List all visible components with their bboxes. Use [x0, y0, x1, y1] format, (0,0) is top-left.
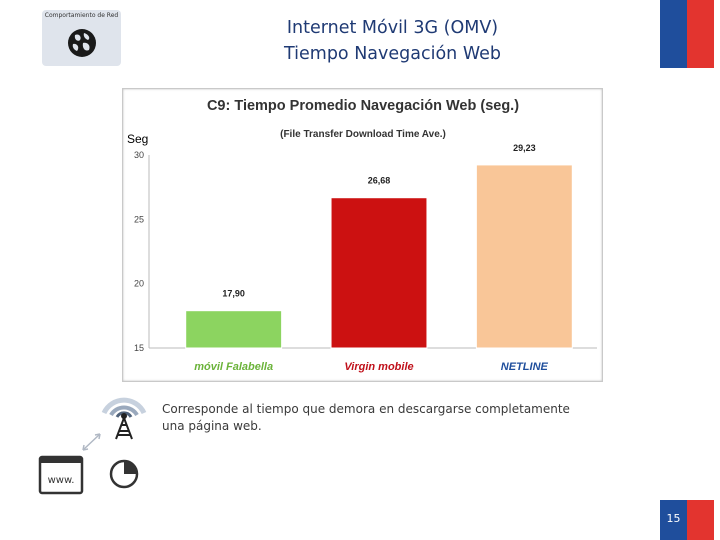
page-title-line2: Tiempo Navegación Web: [284, 44, 501, 64]
bar-value-label: 26,68: [368, 176, 391, 186]
section-badge: Comportamiento de Red: [42, 10, 121, 66]
description-text: Corresponde al tiempo que demora en desc…: [162, 402, 570, 433]
globe-icon: [68, 29, 96, 57]
category-label: NETLINE: [501, 361, 549, 373]
page-title: Internet Móvil 3G (OMV) Tiempo Navegació…: [200, 15, 585, 67]
chart-subtitle: (File Transfer Download Time Ave.): [280, 129, 446, 140]
chart-panel: C9: Tiempo Promedio Navegación Web (seg.…: [122, 88, 603, 382]
y-tick-label: 20: [134, 279, 144, 289]
bar-value-label: 17,90: [222, 289, 245, 299]
badge-label: Comportamiento de Red: [44, 12, 119, 19]
bar-chart: C9: Tiempo Promedio Navegación Web (seg.…: [127, 98, 597, 373]
bar: [330, 197, 428, 349]
clock-icon: [109, 459, 139, 489]
y-tick-label: 25: [134, 214, 144, 224]
footer-stripe-red: [687, 500, 714, 540]
page-title-line1: Internet Móvil 3G (OMV): [286, 18, 499, 38]
browser-window-icon: www.: [38, 455, 84, 495]
y-tick-label: 30: [134, 150, 144, 160]
flag-stripe-blue: [660, 0, 687, 68]
bar: [185, 310, 283, 349]
category-label: móvil Falabella: [194, 361, 273, 373]
flag-stripe-red: [687, 0, 714, 68]
chart-title: C9: Tiempo Promedio Navegación Web (seg.…: [207, 98, 519, 114]
category-label: Virgin mobile: [344, 361, 413, 373]
y-tick-label: 15: [134, 343, 144, 353]
bar: [475, 164, 573, 349]
antenna-icon: [101, 397, 147, 440]
page-number: 15: [666, 512, 681, 525]
transfer-arrows-icon: [82, 433, 101, 451]
svg-text:www.: www.: [48, 475, 75, 486]
bar-value-label: 29,23: [513, 143, 536, 153]
y-axis-label: Seg: [127, 132, 148, 146]
footer-stripe-blue: [660, 500, 687, 540]
